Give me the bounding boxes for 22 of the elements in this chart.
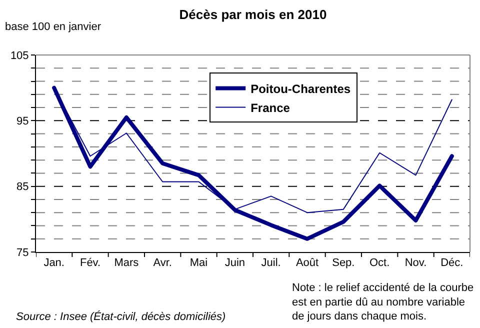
y-tick-label: 85 <box>16 181 29 194</box>
x-tick-label: Fév. <box>80 257 101 270</box>
x-tick-label: Mars <box>114 257 140 270</box>
x-tick-label: Juin <box>224 257 246 270</box>
text: Note : le relief accidenté de la courbe est en partie dû au nombre variable de jours dans chaque mois. <box>292 282 474 323</box>
x-tick-label: Nov. <box>404 257 427 270</box>
x-tick-label: Juil. <box>261 257 281 270</box>
legend-label: Poitou-Charentes <box>250 82 351 96</box>
y-axis-title: base 100 en janvier <box>5 21 102 33</box>
y-tick-label: 75 <box>16 246 29 259</box>
x-tick-label: Sep. <box>332 257 355 270</box>
x-tick-label: Oct. <box>369 257 390 270</box>
x-tick-label: Déc. <box>440 257 464 270</box>
x-tick-label: Jan. <box>44 257 64 270</box>
chart-title: Décès par mois en 2010 <box>179 7 327 22</box>
x-tick-label: Mai <box>190 257 208 270</box>
y-tick-label: 105 <box>10 50 29 62</box>
x-tick-label: Août <box>296 257 319 270</box>
x-tick-label: Avr. <box>153 257 172 270</box>
legend-label: France <box>250 100 290 115</box>
y-tick-label: 95 <box>16 116 29 128</box>
source-note: Source : Insee (État-civil, décès domiciliés) <box>16 310 226 323</box>
